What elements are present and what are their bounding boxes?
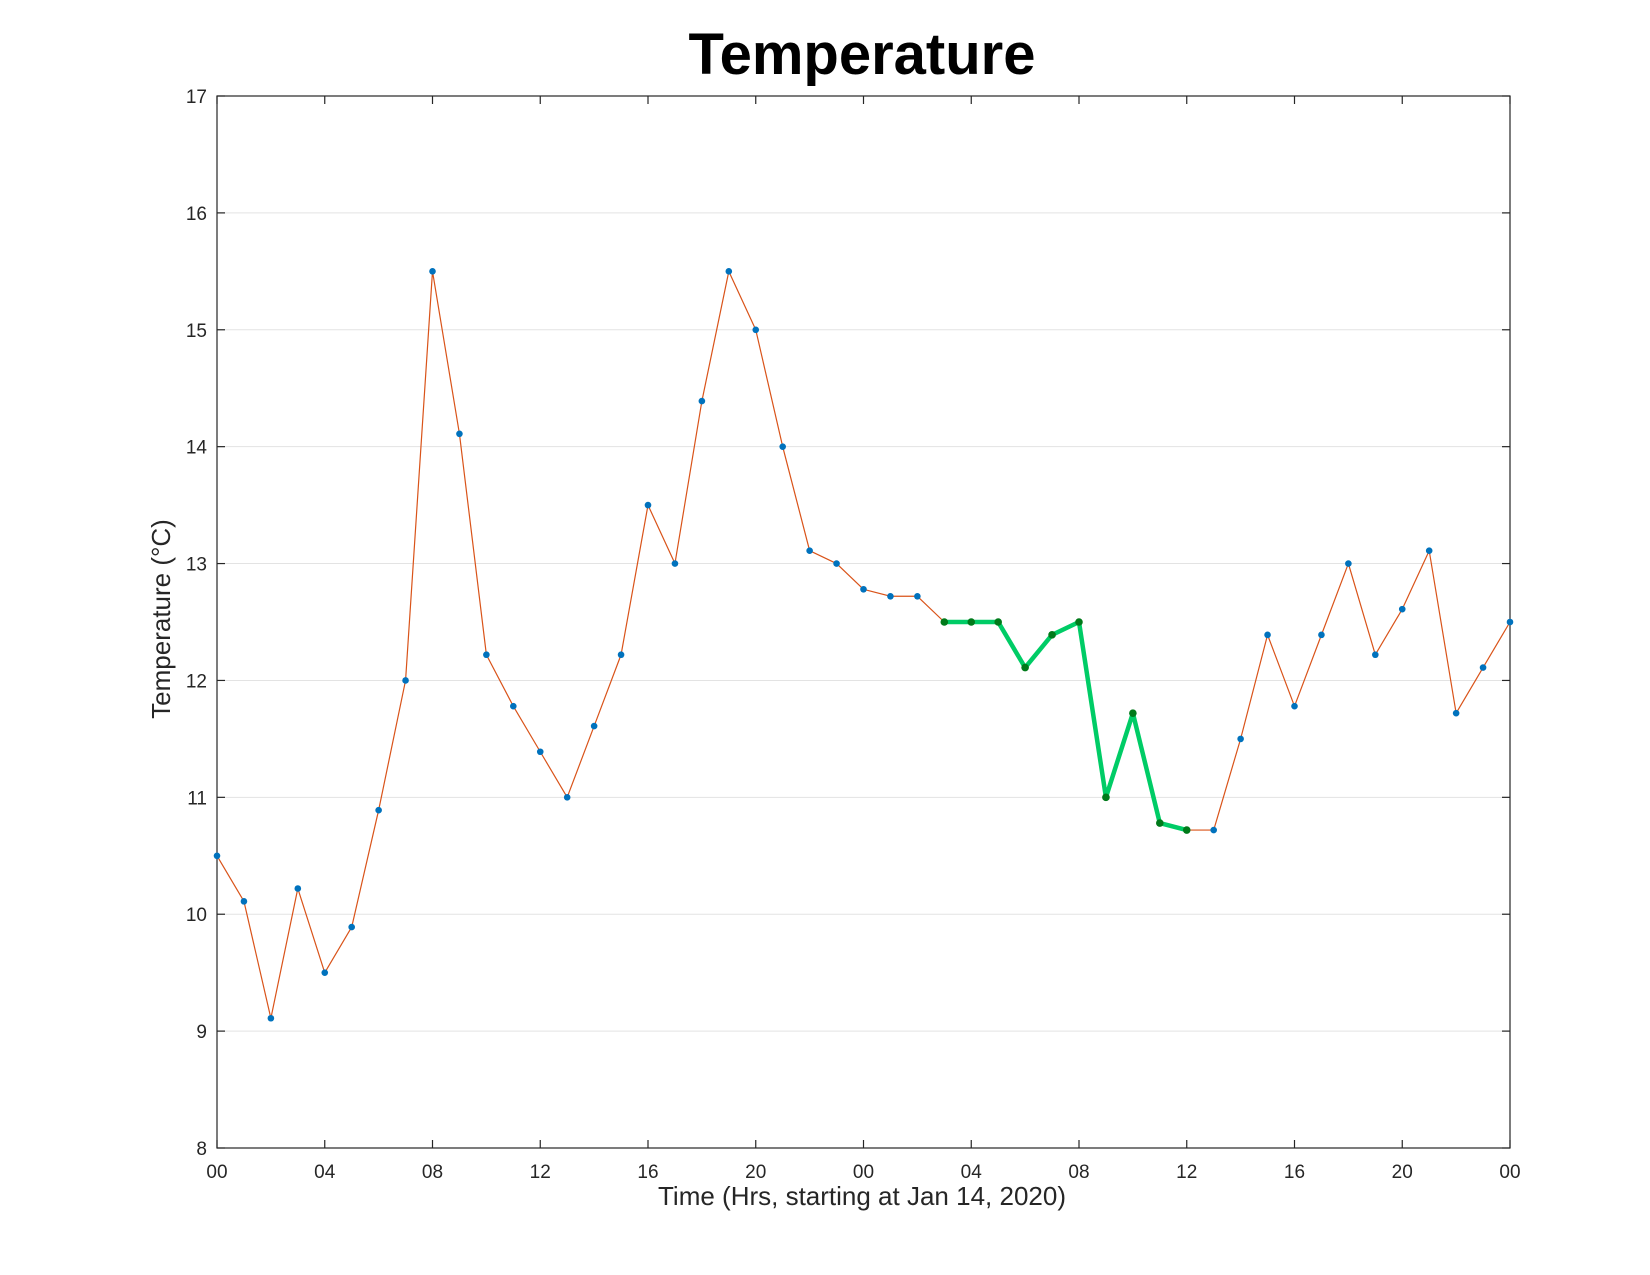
data-point <box>213 852 221 860</box>
y-tick-label: 11 <box>187 788 207 809</box>
y-tick-label: 9 <box>196 1022 207 1043</box>
x-tick-label: 20 <box>1392 1162 1413 1183</box>
y-tick-label: 13 <box>186 555 207 576</box>
x-tick-label: 20 <box>745 1162 766 1183</box>
chart-title: Temperature <box>688 22 1035 87</box>
data-point <box>348 923 355 931</box>
highlight-data-point <box>1156 819 1164 827</box>
y-axis-label: Temperature (°C) <box>146 519 176 719</box>
data-point <box>429 268 436 275</box>
y-tick-label: 16 <box>186 204 207 225</box>
highlight-data-point <box>1182 826 1191 834</box>
plot-frame <box>216 95 1511 1149</box>
x-tick-label: 12 <box>1176 1162 1197 1183</box>
data-point <box>1398 605 1406 613</box>
highlight-data-point <box>1102 793 1110 802</box>
data-point <box>294 885 302 892</box>
main-series-line <box>216 270 1511 1019</box>
data-point <box>644 501 652 509</box>
data-point <box>1318 631 1325 639</box>
data-point <box>914 592 921 600</box>
highlight-series-line <box>942 619 1189 833</box>
data-point <box>510 702 517 710</box>
x-tick-label: 12 <box>530 1162 551 1183</box>
y-tick-label: 14 <box>186 438 208 459</box>
y-tick-label: 15 <box>186 321 207 342</box>
data-point <box>833 560 840 567</box>
highlight-data-point <box>994 618 1002 626</box>
data-point <box>698 397 706 405</box>
data-point <box>671 560 679 567</box>
data-point <box>1479 664 1487 671</box>
x-tick-label: 00 <box>1499 1162 1520 1183</box>
axis-ticks: 8 9 10 11 12 13 14 15 16 17 00 04 08 12 16 20 00 04 08 12 16… <box>186 87 1521 1183</box>
data-point <box>1372 651 1379 659</box>
highlight-data-point <box>967 618 976 626</box>
data-point <box>1425 547 1433 554</box>
data-point <box>1452 709 1460 717</box>
data-point <box>806 547 813 554</box>
x-tick-label: 16 <box>1284 1162 1305 1183</box>
data-series <box>213 268 1514 1022</box>
data-point <box>1345 560 1352 567</box>
data-point <box>1291 702 1298 710</box>
x-tick-label: 08 <box>422 1162 443 1183</box>
y-tick-label: 10 <box>186 905 207 926</box>
data-point <box>725 268 733 275</box>
data-point <box>1506 618 1514 626</box>
x-tick-label: 08 <box>1068 1162 1089 1183</box>
x-axis-label: Time (Hrs, starting at Jan 14, 2020) <box>658 1181 1066 1211</box>
data-point <box>1237 735 1244 743</box>
x-tick-label: 16 <box>637 1162 658 1183</box>
x-tick-label: 04 <box>314 1162 336 1183</box>
x-tick-label: 00 <box>853 1162 874 1183</box>
grid-lines <box>217 212 1510 1032</box>
data-point <box>402 677 409 684</box>
data-point <box>240 898 248 905</box>
data-point <box>536 748 544 756</box>
data-point <box>483 651 490 659</box>
highlight-data-point <box>940 618 949 626</box>
data-point <box>779 443 786 450</box>
data-point <box>617 651 625 659</box>
highlight-data-point <box>1075 618 1083 626</box>
data-point <box>887 592 894 600</box>
data-point <box>590 722 598 730</box>
y-tick-label: 12 <box>186 671 207 692</box>
x-tick-label: 04 <box>961 1162 983 1183</box>
data-point <box>1264 631 1271 639</box>
highlight-data-point <box>1021 663 1029 672</box>
data-point <box>456 430 463 438</box>
highlight-data-point <box>1048 631 1056 639</box>
data-point <box>860 585 867 593</box>
data-point <box>267 1014 275 1022</box>
y-tick-label: 8 <box>196 1139 207 1160</box>
data-point <box>375 806 382 814</box>
y-tick-label: 17 <box>186 87 207 108</box>
data-point <box>321 969 329 976</box>
data-point <box>752 326 760 334</box>
data-point <box>1210 826 1217 834</box>
x-tick-label: 00 <box>206 1162 227 1183</box>
highlight-data-point <box>1129 709 1137 717</box>
data-point <box>563 794 571 801</box>
